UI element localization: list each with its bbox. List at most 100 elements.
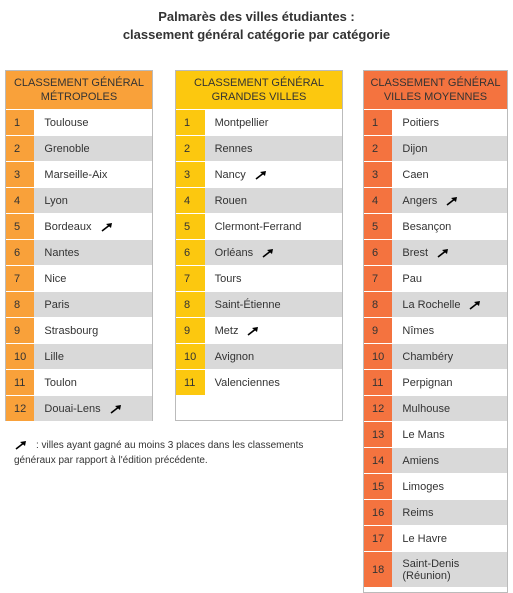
rank: 18 — [364, 552, 393, 587]
city: Angers — [392, 195, 507, 207]
city-name: Valenciennes — [214, 376, 280, 389]
rank: 8 — [6, 292, 35, 317]
rank: 1 — [176, 110, 205, 135]
city: Le Mans — [392, 429, 507, 441]
city-name: Amiens — [402, 454, 440, 467]
city-name: Limoges — [402, 480, 444, 493]
rank: 6 — [176, 240, 205, 265]
city-name: Clermont-Ferrand — [214, 220, 302, 233]
city: Clermont-Ferrand — [205, 221, 342, 233]
column-header: CLASSEMENT GÉNÉRAL VILLES MOYENNES — [364, 71, 507, 109]
city: Lille — [34, 351, 152, 363]
rank: 10 — [6, 344, 35, 369]
arrow-icon — [15, 441, 26, 450]
city-name: Marseille-Aix — [44, 168, 108, 181]
city-name: Reims — [402, 506, 434, 519]
rank: 4 — [176, 188, 205, 213]
arrow-icon — [262, 248, 274, 258]
city-name: Caen — [402, 168, 429, 181]
ranking-row: 17 Le Havre — [364, 525, 507, 551]
ranking-row: 11 Perpignan — [364, 369, 507, 395]
city-name: Brest — [402, 246, 429, 259]
ranking-row: 9 Nîmes — [364, 317, 507, 343]
legend-text: : villes ayant gagné au moins 3 places d… — [14, 440, 304, 466]
ranking-row: 4 Angers — [364, 187, 507, 213]
city-name: Saint-Denis (Réunion) — [402, 557, 460, 582]
ranking-row: 2 Dijon — [364, 135, 507, 161]
rank: 6 — [364, 240, 393, 265]
ranking-row: 16 Reims — [364, 499, 507, 525]
city-name: Perpignan — [402, 376, 453, 389]
city: Chambéry — [392, 351, 507, 363]
city: Amiens — [392, 455, 507, 467]
city: Brest — [392, 247, 507, 259]
city-name: Nîmes — [402, 324, 435, 337]
arrow-icon — [255, 170, 266, 180]
city: Grenoble — [34, 143, 152, 155]
rank: 4 — [6, 188, 35, 213]
ranking-row: 7 Nice — [6, 265, 152, 291]
city: Reims — [392, 507, 507, 519]
city: Valenciennes — [205, 377, 342, 389]
city-name: Nantes — [44, 246, 80, 259]
ranking-row: 8 Paris — [6, 291, 152, 317]
city: Nice — [34, 273, 152, 285]
rank: 17 — [364, 526, 393, 551]
city: Tours — [205, 273, 342, 285]
city-name: Rennes — [214, 142, 253, 155]
rank: 14 — [364, 448, 393, 473]
rank: 9 — [6, 318, 35, 343]
city: Paris — [34, 299, 152, 311]
rank: 10 — [176, 344, 205, 369]
city-name: Nice — [44, 272, 67, 285]
ranking-row: 1 Montpellier — [176, 109, 342, 135]
rank: 8 — [364, 292, 393, 317]
city-name: Besançon — [402, 220, 452, 233]
rank: 2 — [6, 136, 35, 161]
city: La Rochelle — [392, 299, 507, 311]
ranking-row: 1 Toulouse — [6, 109, 152, 135]
ranking-row: 5 Bordeaux — [6, 213, 152, 239]
city-name: Tours — [214, 272, 242, 285]
rank: 12 — [6, 396, 35, 421]
city: Nancy — [205, 169, 342, 181]
rank: 10 — [364, 344, 393, 369]
city-name: Lyon — [44, 194, 68, 207]
rank: 7 — [176, 266, 205, 291]
ranking-row: 5 Besançon — [364, 213, 507, 239]
ranking-row: 12 Mulhouse — [364, 395, 507, 421]
rank: 7 — [364, 266, 393, 291]
city-name: Saint-Étienne — [214, 298, 281, 311]
city: Pau — [392, 273, 507, 285]
rank: 12 — [364, 396, 393, 421]
column-header: CLASSEMENT GÉNÉRAL GRANDES VILLES — [176, 71, 342, 109]
title-line: classement général catégorie par catégor… — [122, 27, 391, 42]
ranking-row: 2 Grenoble — [6, 135, 152, 161]
ranking-row: 8 La Rochelle — [364, 291, 507, 317]
city: Toulon — [34, 377, 152, 389]
ranking-row: 9 Metz — [176, 317, 342, 343]
ranking-row: 13 Le Mans — [364, 421, 507, 447]
rank: 6 — [6, 240, 35, 265]
ranking-row: 14 Amiens — [364, 447, 507, 473]
city-name: Angers — [402, 194, 438, 207]
rank: 2 — [176, 136, 205, 161]
ranking-row: 4 Lyon — [6, 187, 152, 213]
city-name: Strasbourg — [44, 324, 99, 337]
rank: 5 — [6, 214, 35, 239]
city: Poitiers — [392, 117, 507, 129]
city: Avignon — [205, 351, 342, 363]
city: Douai-Lens — [34, 403, 152, 415]
rank: 1 — [364, 110, 393, 135]
ranking-row: 3 Marseille-Aix — [6, 161, 152, 187]
column-header: CLASSEMENT GÉNÉRAL MÉTROPOLES — [6, 71, 152, 109]
arrow-icon — [469, 300, 481, 310]
rank: 8 — [176, 292, 205, 317]
ranking-column: CLASSEMENT GÉNÉRAL GRANDES VILLES 1 Montpel… — [175, 70, 343, 421]
city-name: Dijon — [402, 142, 428, 155]
ranking-row: 6 Nantes — [6, 239, 152, 265]
rank: 5 — [176, 214, 205, 239]
title: Palmarès des villes étudiantes : classem… — [0, 8, 513, 44]
ranking-row: 6 Brest — [364, 239, 507, 265]
